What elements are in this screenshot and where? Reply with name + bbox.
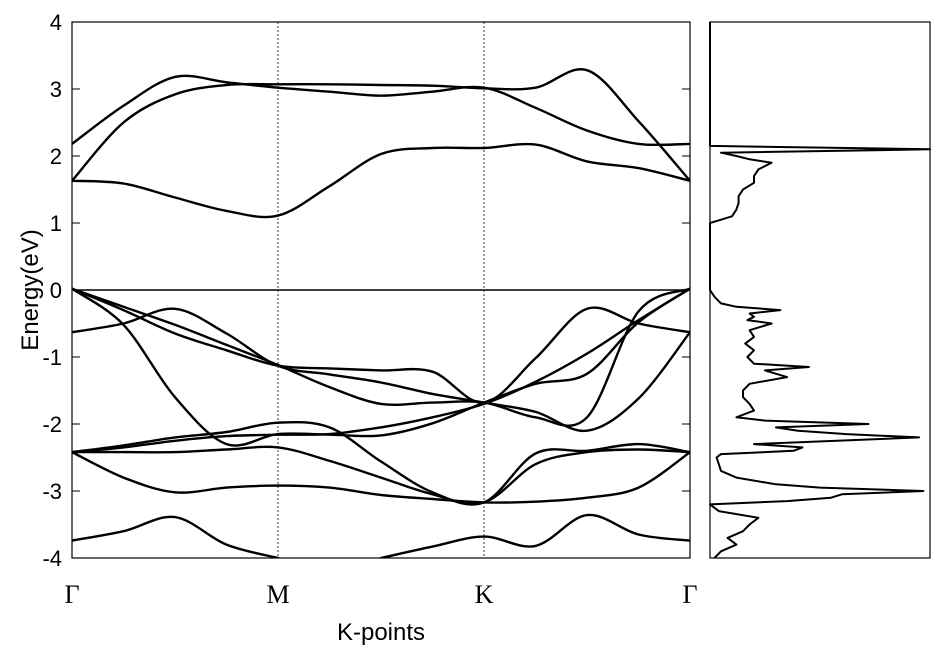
band-curves [72,68,690,558]
y-tick-label: -2 [42,412,62,437]
y-tick-label: 3 [50,77,62,102]
band-11 [72,445,690,506]
k-point-label: Γ [682,580,697,609]
y-tick-label: -4 [42,546,62,571]
y-axis-title: Energy(eV) [17,229,44,350]
band-12 [379,513,690,558]
y-tick-label: -1 [42,345,62,370]
band-8 [72,287,690,454]
band-7 [72,287,690,404]
y-tick-label: 4 [50,10,62,35]
band-2 [72,68,690,182]
dos-plot-frame [709,21,931,559]
k-point-label: K [475,580,494,609]
density-of-states-plot [709,21,931,559]
k-point-label: Γ [64,580,79,609]
y-tick-label: 0 [50,278,62,303]
y-tick-label: 2 [50,144,62,169]
band-10 [72,450,690,504]
k-point-label: M [266,580,289,609]
band-4 [72,287,690,447]
band-9 [72,420,690,506]
x-axis-title: K-points [337,619,425,646]
y-tick-label: -3 [42,479,62,504]
band-structure-plot: -4 -3 -2 -1 0 1 2 3 4 Γ M K Γ K-points Energy(eV) [17,10,698,646]
band-1 [72,74,690,147]
dos-curve [709,22,931,559]
band-6 [72,307,690,432]
y-tick-label: 1 [50,211,62,236]
band-3 [72,142,690,219]
band-5 [72,287,690,427]
energy-axis-ticks: -4 -3 -2 -1 0 1 2 3 4 [42,10,690,571]
band-12 [72,515,280,558]
